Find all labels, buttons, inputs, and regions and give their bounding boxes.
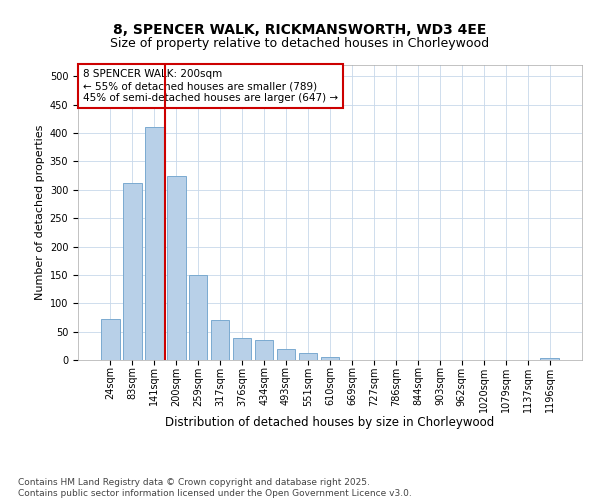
- Bar: [541, 358, 559, 360]
- Bar: [123, 183, 142, 360]
- Bar: [145, 128, 164, 360]
- Bar: [167, 176, 185, 360]
- Y-axis label: Number of detached properties: Number of detached properties: [35, 125, 46, 300]
- Text: 8 SPENCER WALK: 200sqm
← 55% of detached houses are smaller (789)
45% of semi-de: 8 SPENCER WALK: 200sqm ← 55% of detached…: [83, 70, 338, 102]
- Bar: [101, 319, 119, 360]
- Bar: [233, 338, 251, 360]
- Bar: [211, 320, 229, 360]
- Text: 8, SPENCER WALK, RICKMANSWORTH, WD3 4EE: 8, SPENCER WALK, RICKMANSWORTH, WD3 4EE: [113, 22, 487, 36]
- Bar: [299, 353, 317, 360]
- Text: Size of property relative to detached houses in Chorleywood: Size of property relative to detached ho…: [110, 38, 490, 51]
- X-axis label: Distribution of detached houses by size in Chorleywood: Distribution of detached houses by size …: [166, 416, 494, 429]
- Bar: [277, 348, 295, 360]
- Bar: [255, 340, 274, 360]
- Text: Contains HM Land Registry data © Crown copyright and database right 2025.
Contai: Contains HM Land Registry data © Crown c…: [18, 478, 412, 498]
- Bar: [189, 275, 208, 360]
- Bar: [320, 357, 340, 360]
